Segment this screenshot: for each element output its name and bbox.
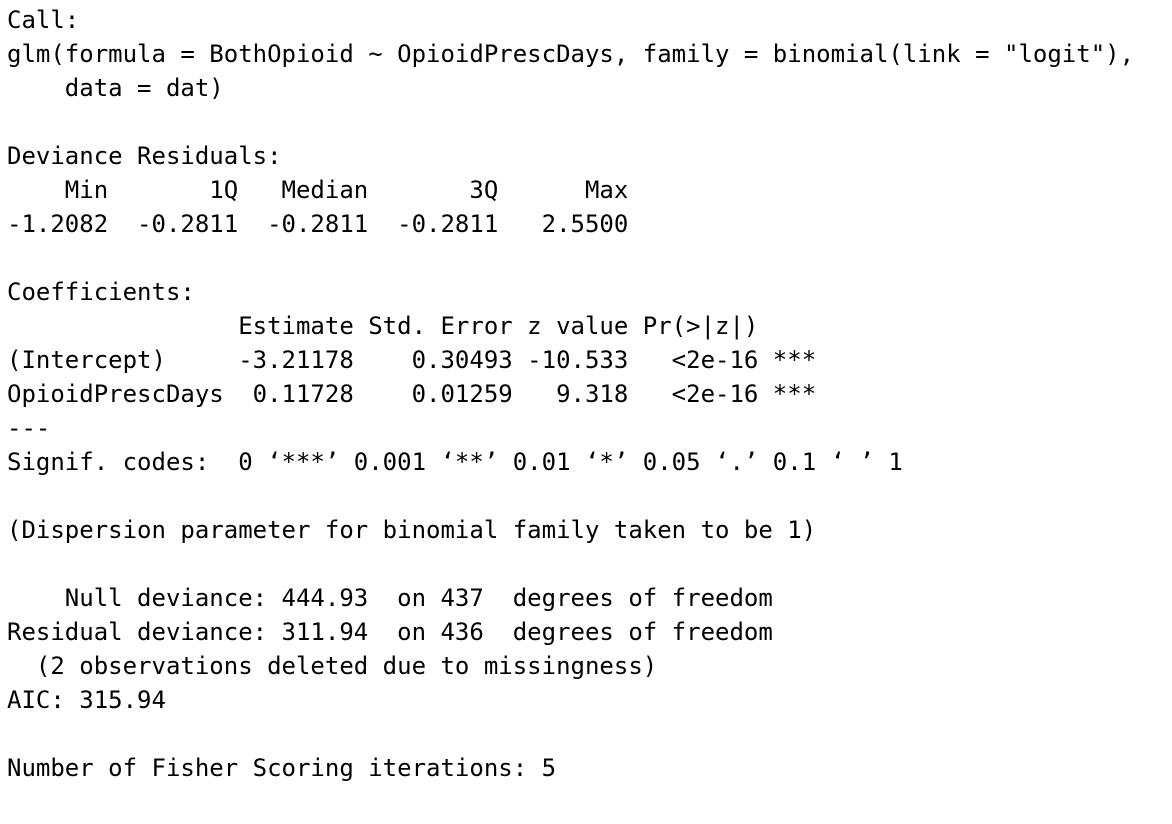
output-line: data = dat)	[7, 74, 224, 102]
output-line: ---	[7, 414, 51, 442]
output-line: (2 observations deleted due to missingne…	[7, 652, 658, 680]
output-block: (Dispersion parameter for binomial famil…	[7, 513, 1167, 547]
output-line: glm(formula = BothOpioid ~ OpioidPrescDa…	[7, 40, 1149, 68]
output-block: Number of Fisher Scoring iterations: 5	[7, 751, 1167, 785]
output-line: Call:	[7, 6, 80, 34]
output-line: (Dispersion parameter for binomial famil…	[7, 516, 817, 544]
output-line: (Intercept) -3.21178 0.30493 -10.533 <2e…	[7, 346, 817, 374]
output-block: Deviance Residuals: Min 1Q Median 3Q Max…	[7, 139, 1167, 241]
output-block: Null deviance: 444.93 on 437 degrees of …	[7, 581, 1167, 717]
output-line: AIC: 315.94	[7, 686, 166, 714]
output-line: Min 1Q Median 3Q Max	[7, 176, 658, 204]
output-line: OpioidPrescDays 0.11728 0.01259 9.318 <2…	[7, 380, 817, 408]
output-line: Coefficients:	[7, 278, 195, 306]
output-line: Number of Fisher Scoring iterations: 5	[7, 754, 557, 782]
console-output: Call: glm(formula = BothOpioid ~ OpioidPr…	[7, 3, 1167, 819]
output-line: Null deviance: 444.93 on 437 degrees of …	[7, 584, 773, 612]
output-line: -1.2082 -0.2811 -0.2811 -0.2811 2.5500	[7, 210, 658, 238]
output-line: Estimate Std. Error z value Pr(>|z|)	[7, 312, 817, 340]
output-line: Residual deviance: 311.94 on 436 degrees…	[7, 618, 773, 646]
output-line: Deviance Residuals:	[7, 142, 296, 170]
output-block: Coefficients: Estimate Std. Error z valu…	[7, 275, 1167, 479]
output-block: Call: glm(formula = BothOpioid ~ OpioidPr…	[7, 3, 1167, 105]
output-line: Signif. codes: 0 ‘***’ 0.001 ‘**’ 0.01 ‘…	[7, 448, 903, 476]
